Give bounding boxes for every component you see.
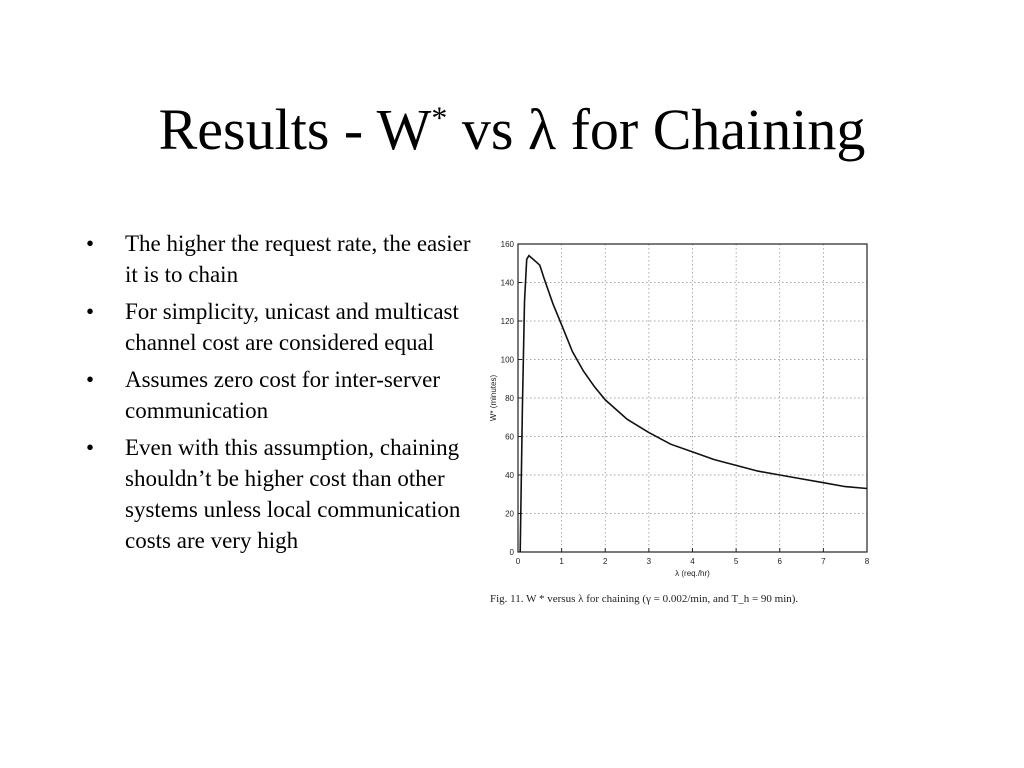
y-tick-label: 40: [505, 471, 514, 480]
series-line: [519, 254, 868, 553]
bullet-text: For simplicity, unicast and multicast ch…: [125, 299, 459, 355]
y-axis-label: W* (minutes): [489, 375, 498, 422]
bullet-text: The higher the request rate, the easier …: [125, 231, 471, 287]
title-suffix: vs λ for Chaining: [447, 97, 866, 162]
y-tick-label: 140: [501, 279, 515, 288]
bullet-dot: •: [86, 435, 95, 460]
x-tick-label: 2: [603, 557, 608, 566]
bullet-dot: •: [86, 299, 95, 324]
y-tick-label: 100: [501, 356, 515, 365]
chart: 0 1 2 3 4 5 6 7 8 0 20 40 60 80 100 120 140 160 λ (req./h…: [486, 234, 886, 614]
x-tick-label: 3: [647, 557, 652, 566]
chart-grid: [518, 244, 867, 552]
x-tick-label: 8: [865, 557, 870, 566]
figure-caption: Fig. 11. W * versus λ for chaining (γ = …: [490, 593, 798, 605]
bullet-item: • Even with this assumption, chaining sho…: [86, 432, 486, 556]
x-tick-label: 1: [559, 557, 564, 566]
x-tick-label: 5: [734, 557, 739, 566]
y-tick-label: 60: [505, 433, 514, 442]
y-tick-label: 120: [501, 317, 515, 326]
bullet-item: • For simplicity, unicast and multicast c…: [86, 296, 486, 358]
bullet-item: • The higher the request rate, the easier…: [86, 228, 486, 290]
x-tick-label: 7: [821, 557, 826, 566]
x-axis-label: λ (req./hr): [675, 569, 710, 578]
y-tick-label: 0: [510, 548, 515, 557]
bullet-dot: •: [86, 367, 95, 392]
y-tick-label: 160: [501, 240, 515, 249]
bullet-text: Even with this assumption, chaining shou…: [125, 435, 461, 553]
bullet-list: • The higher the request rate, the easier…: [86, 228, 486, 562]
y-tick-label: 80: [505, 394, 514, 403]
x-tick-label: 0: [516, 557, 521, 566]
title-superscript: *: [431, 99, 448, 136]
slide-title: Results - W* vs λ for Chaining: [0, 98, 1024, 162]
bullet-dot: •: [86, 231, 95, 256]
bullet-item: • Assumes zero cost for inter-server comm…: [86, 364, 486, 426]
y-tick-label: 20: [505, 510, 514, 519]
title-prefix: Results - W: [158, 97, 432, 162]
bullet-text: Assumes zero cost for inter-server commu…: [125, 367, 441, 423]
x-tick-label: 4: [690, 557, 695, 566]
x-tick-label: 6: [778, 557, 783, 566]
